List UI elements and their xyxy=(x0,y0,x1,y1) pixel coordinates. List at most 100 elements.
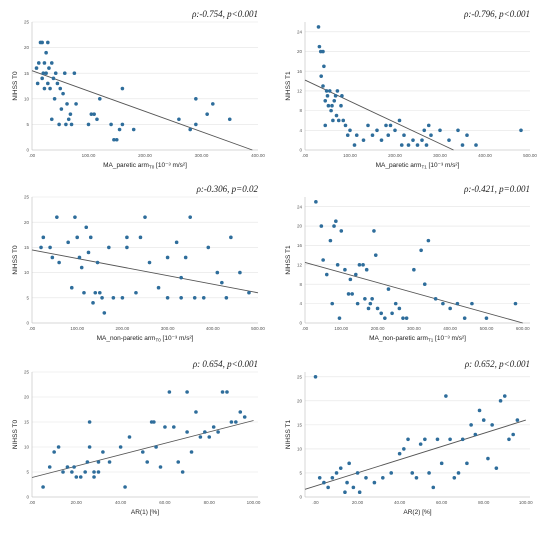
data-point xyxy=(92,475,96,479)
data-point xyxy=(494,466,499,470)
data-point xyxy=(469,423,473,427)
data-point xyxy=(415,143,420,147)
data-point xyxy=(189,450,194,454)
data-point xyxy=(68,112,73,116)
y-tick-label: 20 xyxy=(24,220,30,225)
regression-line xyxy=(31,420,254,478)
panel-ar2: 0 5 10 15 20 25 .00 20.00 40.00 60.00 80.00 100.00 A… xyxy=(285,359,533,516)
data-point xyxy=(49,61,54,65)
data-point xyxy=(322,480,326,485)
data-point xyxy=(57,122,61,127)
regression-line xyxy=(304,261,523,324)
data-point xyxy=(120,296,125,300)
x-tick-label: 100.00 xyxy=(519,500,533,505)
data-point xyxy=(207,435,212,439)
correlation-annotation: ρ:-0.754, p<0.001 xyxy=(191,9,258,19)
data-point xyxy=(327,89,332,93)
x-tick-label: 400.00 xyxy=(251,153,265,158)
data-point xyxy=(379,138,384,142)
y-tick-label: 12 xyxy=(297,89,303,94)
y-tick-label: 5 xyxy=(26,122,29,127)
data-point xyxy=(77,255,82,260)
data-point xyxy=(78,475,83,479)
data-point xyxy=(224,296,229,300)
data-point xyxy=(82,290,86,295)
data-point xyxy=(238,410,243,414)
x-tick-label: 300.00 xyxy=(407,326,421,331)
y-tick-label: 5 xyxy=(299,471,302,476)
data-point xyxy=(515,418,520,422)
y-tick-label: 20 xyxy=(297,398,303,403)
data-point xyxy=(167,390,172,394)
y-tick-label: 5 xyxy=(26,470,29,475)
data-point xyxy=(107,245,111,250)
data-point xyxy=(348,277,353,282)
regression-line xyxy=(304,419,526,490)
data-point xyxy=(351,485,356,490)
data-point xyxy=(406,143,411,147)
data-point xyxy=(154,445,158,449)
y-axis-label: NIHSS T1 xyxy=(285,245,292,275)
data-point xyxy=(389,471,394,475)
data-point xyxy=(147,260,152,265)
data-point xyxy=(194,97,198,101)
data-point xyxy=(65,465,70,469)
x-tick-label: .00 xyxy=(302,326,309,331)
x-axis-label-units: [10⁻³ m/s²] xyxy=(154,162,187,169)
x-axis-label: MA_non-paretic armT1 [10⁻³ m/s²] xyxy=(369,335,466,343)
data-point xyxy=(57,260,61,265)
data-point xyxy=(176,460,181,464)
y-axis-label: NIHSS T0 xyxy=(12,71,19,101)
y-tick-label: 8 xyxy=(299,282,302,287)
x-tick-label: 500.00 xyxy=(480,326,494,331)
data-point xyxy=(120,122,125,127)
y-tick-label: 10 xyxy=(297,447,303,452)
data-point xyxy=(448,437,452,442)
data-point xyxy=(401,316,405,320)
data-point xyxy=(361,263,365,267)
data-point xyxy=(368,301,373,306)
data-point xyxy=(357,490,362,494)
data-point xyxy=(507,437,511,442)
data-point xyxy=(364,267,369,272)
data-point xyxy=(321,49,325,54)
data-point xyxy=(338,466,343,470)
data-point xyxy=(426,238,431,243)
y-tick-label: 25 xyxy=(24,20,30,25)
data-point xyxy=(220,280,224,285)
x-tick-label: 40.00 xyxy=(394,500,406,505)
data-point xyxy=(324,89,329,93)
data-point xyxy=(486,456,490,461)
data-point xyxy=(316,25,321,29)
data-point xyxy=(473,432,478,437)
x-axis-label: MA_paretic armT1 [10⁻³ m/s²] xyxy=(376,162,460,170)
data-point xyxy=(439,461,444,466)
data-point xyxy=(321,258,325,262)
data-point xyxy=(48,86,52,91)
data-point xyxy=(46,81,50,86)
data-point xyxy=(211,425,216,429)
y-tick-label: 24 xyxy=(297,29,303,34)
data-point xyxy=(424,143,429,147)
data-point xyxy=(429,133,433,138)
data-point xyxy=(350,292,354,296)
data-point xyxy=(93,290,98,295)
y-axis-label: NIHSS T1 xyxy=(285,420,292,450)
data-point xyxy=(102,311,107,315)
y-tick-label: 0 xyxy=(299,495,302,500)
data-point xyxy=(366,306,371,311)
data-point xyxy=(397,306,402,311)
data-point xyxy=(372,480,377,485)
y-tick-label: 16 xyxy=(297,243,303,248)
data-point xyxy=(465,133,469,138)
data-point xyxy=(410,471,415,475)
data-point xyxy=(52,450,56,454)
data-point xyxy=(79,265,84,270)
data-point xyxy=(346,292,351,296)
data-point xyxy=(460,143,465,147)
y-tick-label: 25 xyxy=(297,374,303,379)
data-point xyxy=(98,97,102,101)
data-point xyxy=(46,40,50,45)
data-point xyxy=(502,394,507,398)
data-point xyxy=(332,98,337,103)
